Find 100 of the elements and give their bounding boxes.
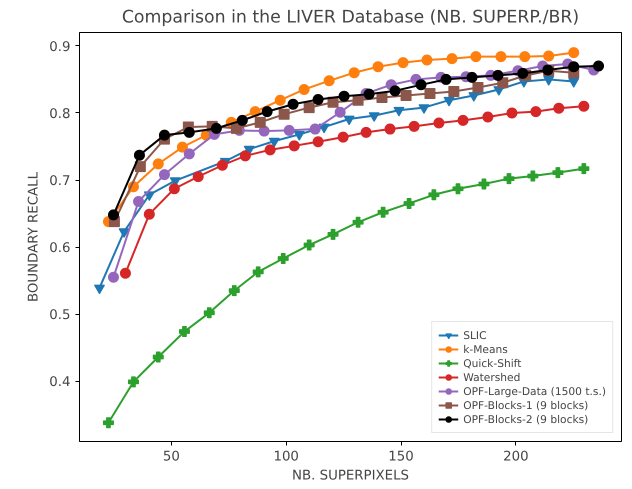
point bbox=[527, 170, 538, 182]
point bbox=[428, 189, 440, 200]
point bbox=[118, 228, 130, 238]
point bbox=[228, 285, 240, 296]
y-tick-label: 0.6 bbox=[49, 241, 71, 256]
point bbox=[360, 126, 372, 138]
point bbox=[288, 98, 299, 110]
point bbox=[278, 108, 290, 120]
legend-label: OPF-Blocks-1 (9 blocks) bbox=[463, 398, 588, 412]
point bbox=[543, 76, 554, 86]
point bbox=[404, 198, 415, 209]
legend-label: OPF-Blocks-2 (9 blocks) bbox=[463, 412, 588, 426]
point bbox=[344, 116, 355, 126]
x-tick-label: 150 bbox=[388, 450, 414, 464]
point bbox=[364, 88, 375, 100]
point bbox=[134, 161, 146, 172]
point bbox=[416, 79, 427, 90]
point bbox=[352, 216, 364, 228]
point bbox=[338, 90, 350, 102]
point bbox=[210, 122, 222, 134]
y-tick-label: 0.4 bbox=[49, 375, 71, 390]
point bbox=[444, 96, 455, 106]
point bbox=[552, 167, 564, 178]
point bbox=[468, 92, 480, 102]
point bbox=[466, 72, 478, 83]
point bbox=[120, 268, 131, 279]
point bbox=[128, 376, 139, 388]
point bbox=[184, 148, 195, 160]
point bbox=[578, 100, 590, 112]
legend-label: Watershed bbox=[463, 370, 520, 384]
point bbox=[418, 104, 430, 114]
point bbox=[236, 114, 248, 126]
point bbox=[284, 124, 295, 136]
point bbox=[348, 67, 360, 78]
point bbox=[378, 206, 389, 218]
point bbox=[446, 53, 458, 64]
point bbox=[393, 106, 404, 117]
point bbox=[492, 70, 504, 81]
y-axis-title: BOUNDARY RECALL bbox=[26, 171, 42, 302]
point bbox=[530, 106, 542, 118]
point bbox=[310, 124, 321, 135]
point bbox=[192, 171, 204, 182]
point bbox=[254, 116, 266, 128]
point bbox=[506, 107, 518, 118]
x-tick-label: 50 bbox=[162, 450, 180, 464]
point bbox=[158, 169, 170, 180]
x-tick-label: 200 bbox=[503, 450, 529, 464]
point bbox=[152, 158, 164, 170]
point bbox=[324, 75, 335, 86]
point bbox=[398, 57, 409, 68]
point bbox=[482, 111, 494, 122]
point bbox=[144, 208, 155, 220]
point bbox=[278, 252, 289, 264]
point bbox=[503, 173, 514, 184]
point bbox=[304, 102, 315, 114]
point bbox=[384, 124, 396, 135]
point bbox=[168, 183, 180, 194]
point bbox=[519, 51, 530, 62]
point bbox=[433, 118, 444, 129]
point bbox=[268, 138, 280, 148]
point bbox=[304, 240, 315, 251]
point bbox=[288, 140, 300, 152]
legend-label: k-Means bbox=[463, 342, 508, 356]
legend-label: OPF-Large-Data (1500 t.s.) bbox=[463, 384, 606, 398]
point bbox=[568, 47, 580, 58]
point bbox=[408, 120, 420, 132]
point bbox=[184, 126, 195, 138]
point bbox=[400, 90, 412, 102]
point bbox=[264, 144, 276, 156]
point bbox=[421, 54, 432, 66]
point bbox=[328, 228, 339, 240]
point bbox=[240, 150, 251, 162]
point bbox=[424, 88, 436, 100]
point bbox=[216, 160, 228, 171]
point bbox=[298, 84, 310, 95]
y-tick-label: 0.7 bbox=[49, 174, 71, 190]
point bbox=[517, 68, 528, 79]
point bbox=[108, 272, 119, 283]
y-tick-label: 0.9 bbox=[49, 40, 71, 55]
point bbox=[312, 94, 324, 106]
point bbox=[543, 50, 554, 62]
point bbox=[368, 112, 380, 122]
point bbox=[152, 352, 164, 363]
point bbox=[440, 74, 452, 85]
point bbox=[274, 94, 286, 106]
x-tick-label: 100 bbox=[273, 450, 299, 464]
point bbox=[176, 142, 188, 153]
point bbox=[102, 417, 114, 428]
point bbox=[495, 51, 506, 62]
point bbox=[94, 284, 105, 294]
point bbox=[262, 106, 273, 118]
point bbox=[108, 209, 119, 220]
point bbox=[593, 60, 604, 72]
point bbox=[478, 178, 490, 190]
legend-label: SLIC bbox=[463, 328, 487, 342]
point bbox=[390, 85, 401, 96]
point bbox=[158, 130, 170, 141]
point bbox=[448, 86, 460, 98]
y-tick-label: 0.5 bbox=[49, 308, 71, 324]
point bbox=[204, 307, 215, 318]
